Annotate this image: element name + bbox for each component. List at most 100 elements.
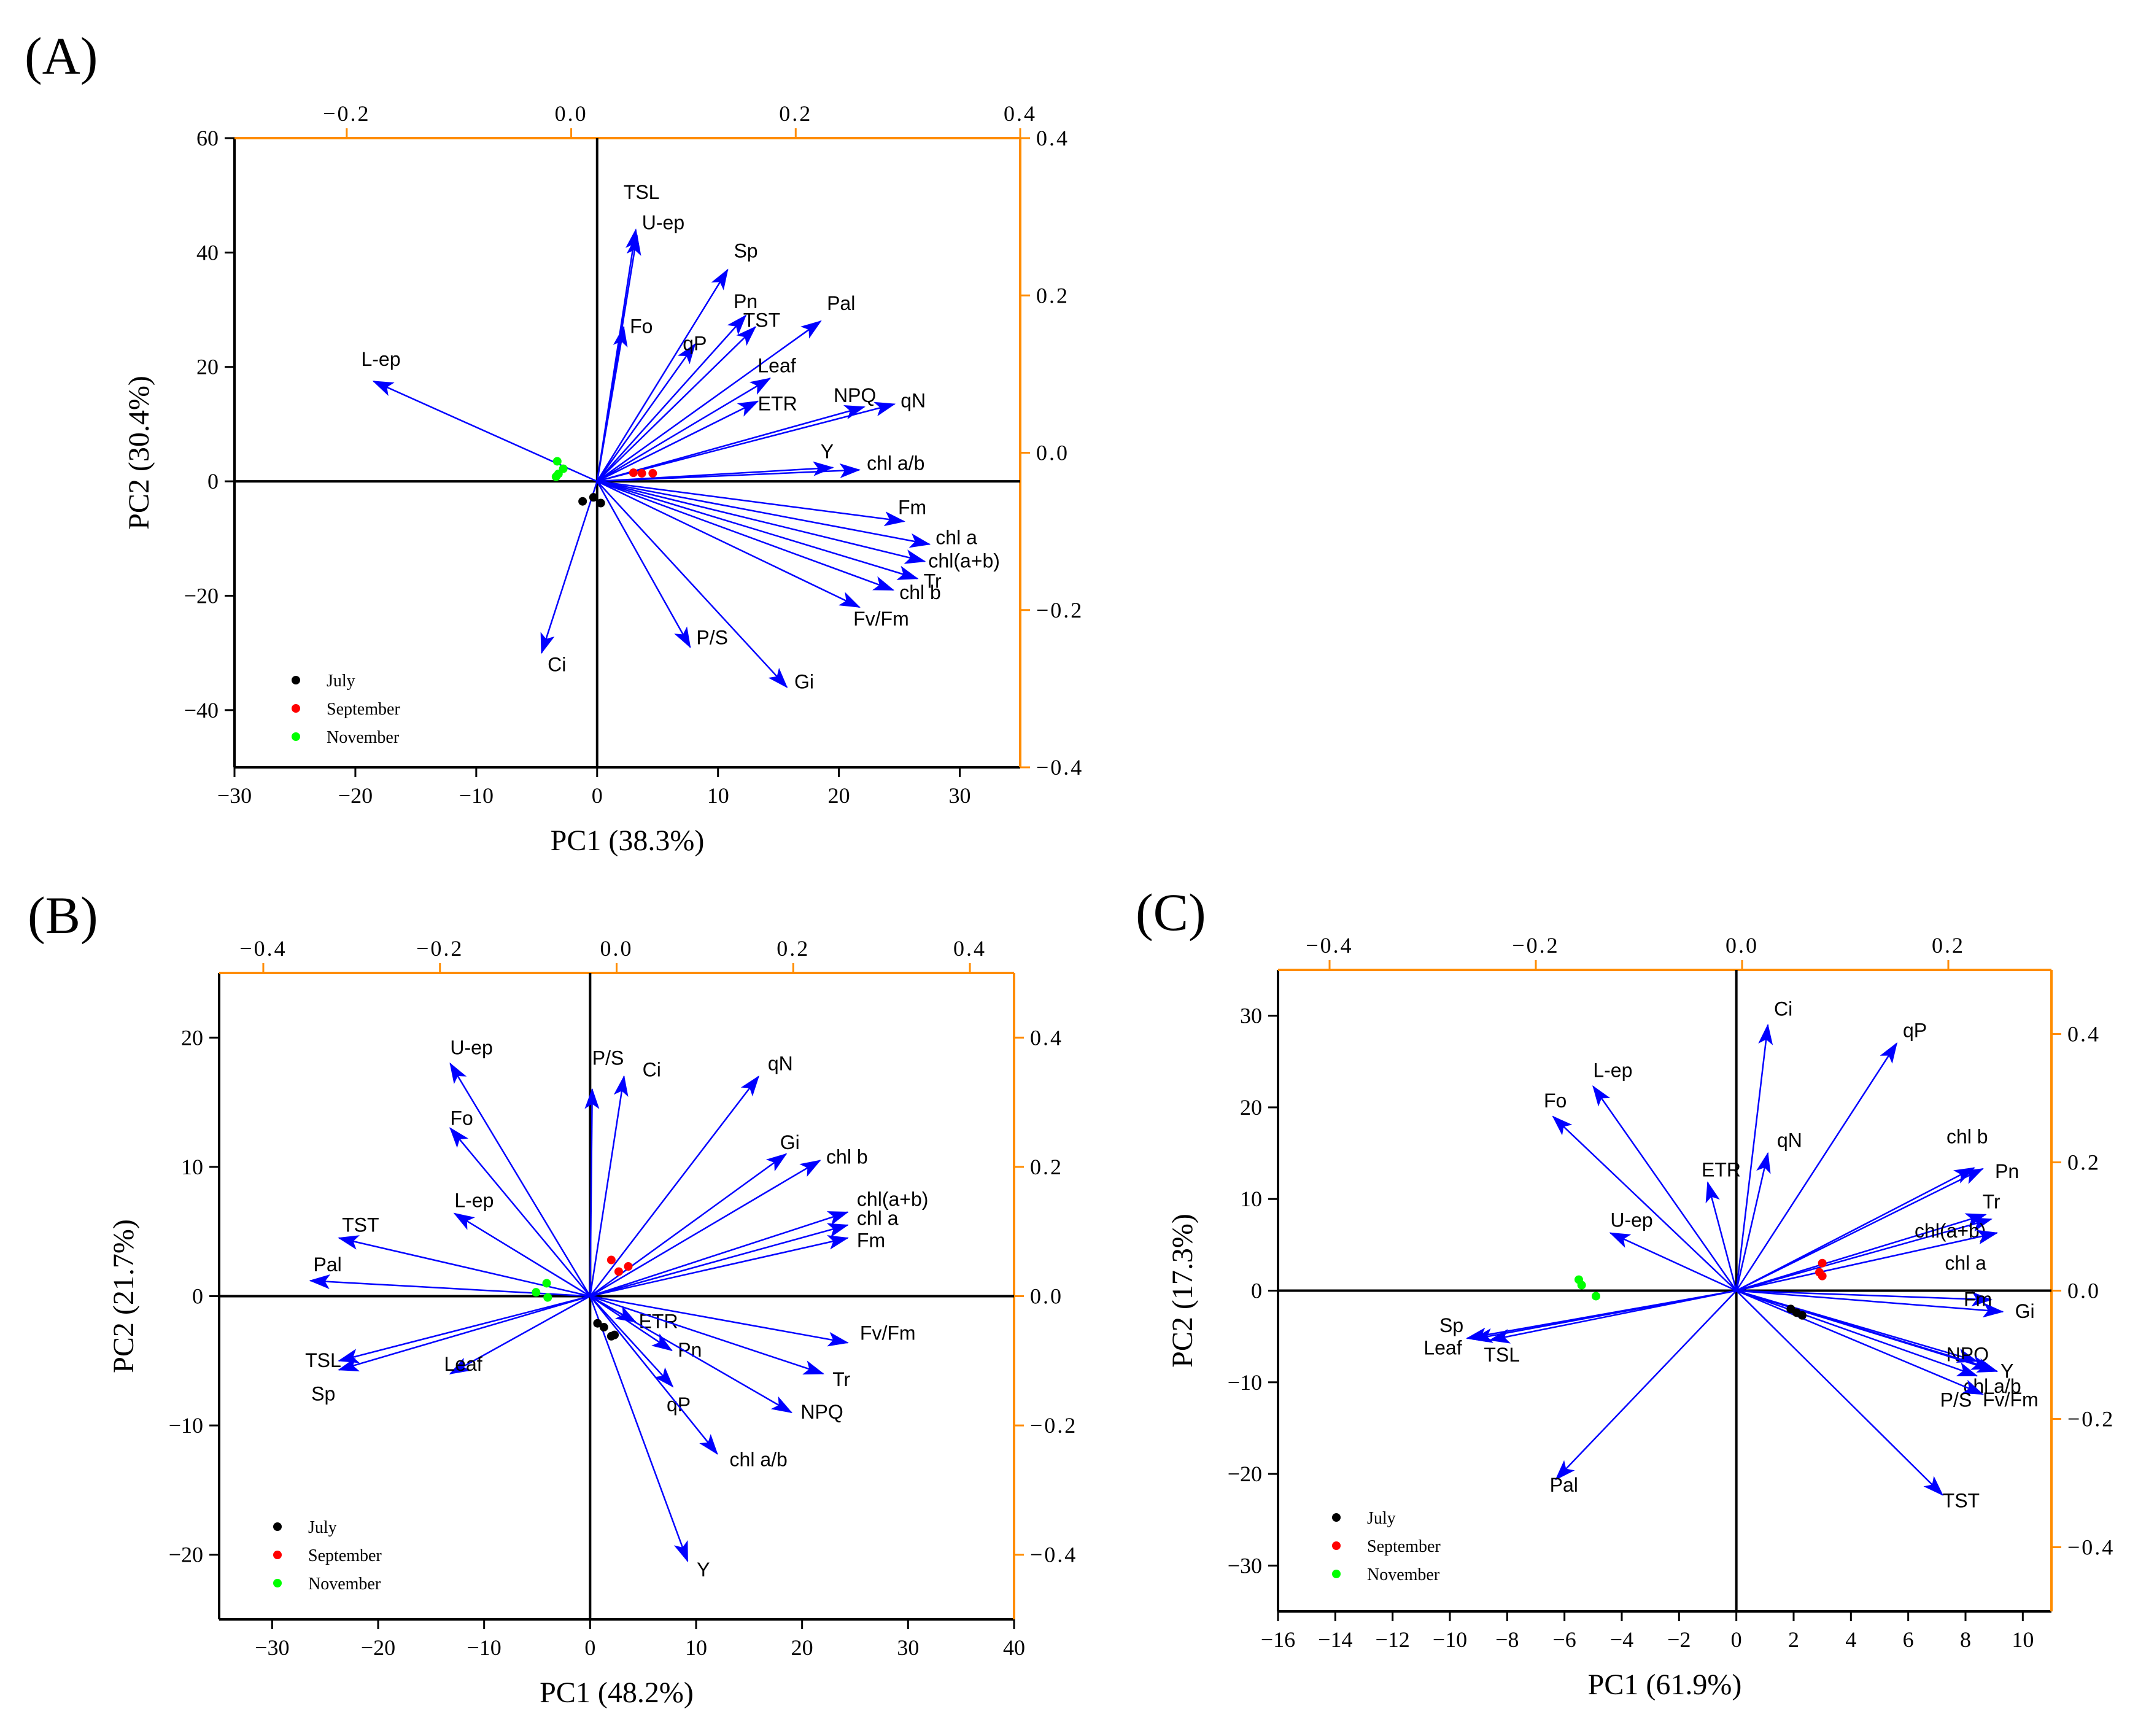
- x-axis-title: PC1 (38.3%): [551, 824, 705, 857]
- loading-arrow-pal: [597, 320, 822, 482]
- panel-label: (A): [25, 26, 98, 85]
- legend-label: November: [308, 1575, 381, 1594]
- loading-arrow-pn: [1736, 1168, 1984, 1292]
- y-tick-label: 10: [181, 1155, 203, 1179]
- loading-arrow-chl-a-b: [1736, 1290, 1999, 1373]
- loading-label: chl b: [899, 581, 941, 603]
- legend-label: September: [308, 1546, 382, 1565]
- loading-label: qN: [1777, 1130, 1802, 1152]
- legend-label: July: [1367, 1509, 1396, 1528]
- loading-label: P/S: [696, 626, 728, 648]
- loading-label: qN: [901, 389, 926, 411]
- score-point-september: [629, 468, 638, 478]
- legend-marker-july: [273, 1522, 282, 1531]
- score-point-november: [542, 1279, 551, 1288]
- loading-arrow-ci: [540, 481, 598, 654]
- x-axis-title: PC1 (48.2%): [540, 1676, 694, 1709]
- legend-label: July: [327, 672, 355, 691]
- score-point-july: [610, 1330, 619, 1339]
- loading-arrow-fo: [449, 1127, 591, 1297]
- panel-label: (B): [28, 886, 98, 945]
- y-tick-label: 20: [1240, 1095, 1262, 1120]
- score-point-july: [593, 1319, 602, 1328]
- loading-arrow-pn: [596, 314, 747, 482]
- loading-label: Leaf: [1423, 1337, 1462, 1359]
- loading-arrow-fo: [1552, 1115, 1737, 1292]
- secondary-y-tick-label: 0.0: [1030, 1284, 1063, 1309]
- loading-arrow-chl-a: [597, 480, 931, 548]
- y-tick-label: 0: [192, 1284, 203, 1309]
- loading-label: Fo: [450, 1107, 473, 1130]
- loading-arrow-chl-b: [1736, 1167, 1975, 1292]
- score-point-july: [1798, 1311, 1807, 1320]
- loading-label: TST: [342, 1214, 379, 1236]
- loading-label: Sp: [311, 1383, 335, 1405]
- x-tick-label: 0: [1731, 1627, 1742, 1652]
- y-tick-label: 20: [196, 355, 219, 379]
- y-tick-label: −30: [1228, 1553, 1262, 1578]
- loading-arrow-ci: [589, 1075, 629, 1296]
- y-tick-label: 0: [207, 469, 219, 494]
- x-tick-label: −16: [1261, 1627, 1295, 1652]
- x-tick-label: −10: [467, 1635, 502, 1660]
- panel-a: (A) −30 −20 −10 0 10 20 30 60 40 20 0 −20 −40 −0.2 0.0 0…: [25, 26, 1082, 857]
- loading-label: TSL: [1484, 1344, 1520, 1366]
- y-axis-title: PC2 (21.7%): [107, 1219, 140, 1373]
- score-point-september: [1818, 1271, 1827, 1281]
- loading-label: Tr: [832, 1368, 850, 1390]
- legend-label: July: [308, 1518, 337, 1537]
- loading-arrow-pal: [309, 1274, 591, 1297]
- loading-arrow-gi: [596, 481, 788, 689]
- secondary-x-tick-label: −0.4: [239, 936, 287, 961]
- loading-arrow-leaf: [597, 378, 772, 482]
- legend-marker-november: [292, 732, 300, 741]
- secondary-y-tick-label: 0.0: [1036, 441, 1069, 465]
- loading-arrow-pal: [1555, 1290, 1737, 1481]
- y-tick-label: −10: [1228, 1370, 1262, 1395]
- x-axis-title: PC1 (61.9%): [1588, 1668, 1742, 1701]
- y-tick-label: 60: [196, 126, 219, 150]
- x-tick-label: 2: [1788, 1627, 1799, 1652]
- loading-arrow-pn: [589, 1295, 673, 1352]
- y-tick-label: 30: [1240, 1004, 1262, 1028]
- x-tick-label: −12: [1376, 1627, 1410, 1652]
- loading-label: Pn: [1995, 1160, 2019, 1182]
- x-tick-label: 30: [949, 783, 971, 808]
- x-tick-label: 6: [1903, 1627, 1914, 1652]
- x-tick-label: −4: [1610, 1627, 1633, 1652]
- legend-label: September: [1367, 1537, 1441, 1556]
- legend-label: November: [327, 728, 400, 747]
- y-tick-label: −40: [184, 698, 219, 723]
- secondary-y-tick-label: 0.4: [2067, 1022, 2101, 1047]
- secondary-x-tick-label: −0.2: [1512, 933, 1559, 958]
- loading-label: Fv/Fm: [1983, 1389, 2039, 1411]
- x-tick-label: 10: [707, 783, 729, 808]
- loading-label: Fm: [857, 1230, 885, 1252]
- y-tick-label: 40: [196, 240, 219, 265]
- score-point-july: [578, 497, 587, 506]
- loading-label: chl a: [935, 527, 977, 549]
- x-tick-label: 0: [592, 783, 603, 808]
- loading-label: chl(a+b): [928, 550, 1000, 572]
- loading-label: qP: [683, 332, 707, 354]
- loading-arrow-p-s: [1736, 1290, 1978, 1377]
- secondary-x-tick-label: 0.2: [779, 101, 812, 126]
- loading-label: Y: [821, 441, 834, 463]
- secondary-x-tick-label: 0.4: [953, 936, 986, 961]
- secondary-x-tick-label: −0.2: [323, 101, 370, 126]
- score-point-november: [543, 1293, 552, 1302]
- loading-label: Gi: [780, 1131, 800, 1153]
- secondary-x-tick-label: −0.2: [416, 936, 463, 961]
- loading-label: U-ep: [642, 211, 684, 233]
- x-tick-label: −10: [459, 783, 494, 808]
- loading-label: P/S: [592, 1047, 624, 1069]
- panel-b: (B) −30 −20 −10 0 10 20 30 40 20 10 0 −10 −20 −0.4 −0.2…: [28, 886, 1075, 1709]
- loading-arrow-npq: [589, 1295, 793, 1414]
- secondary-y-tick-label: 0.4: [1030, 1025, 1063, 1050]
- score-point-september: [624, 1262, 633, 1271]
- x-tick-label: −30: [255, 1635, 289, 1660]
- score-point-july: [596, 498, 605, 508]
- score-point-november: [551, 472, 560, 481]
- loading-label: chl a: [857, 1207, 899, 1230]
